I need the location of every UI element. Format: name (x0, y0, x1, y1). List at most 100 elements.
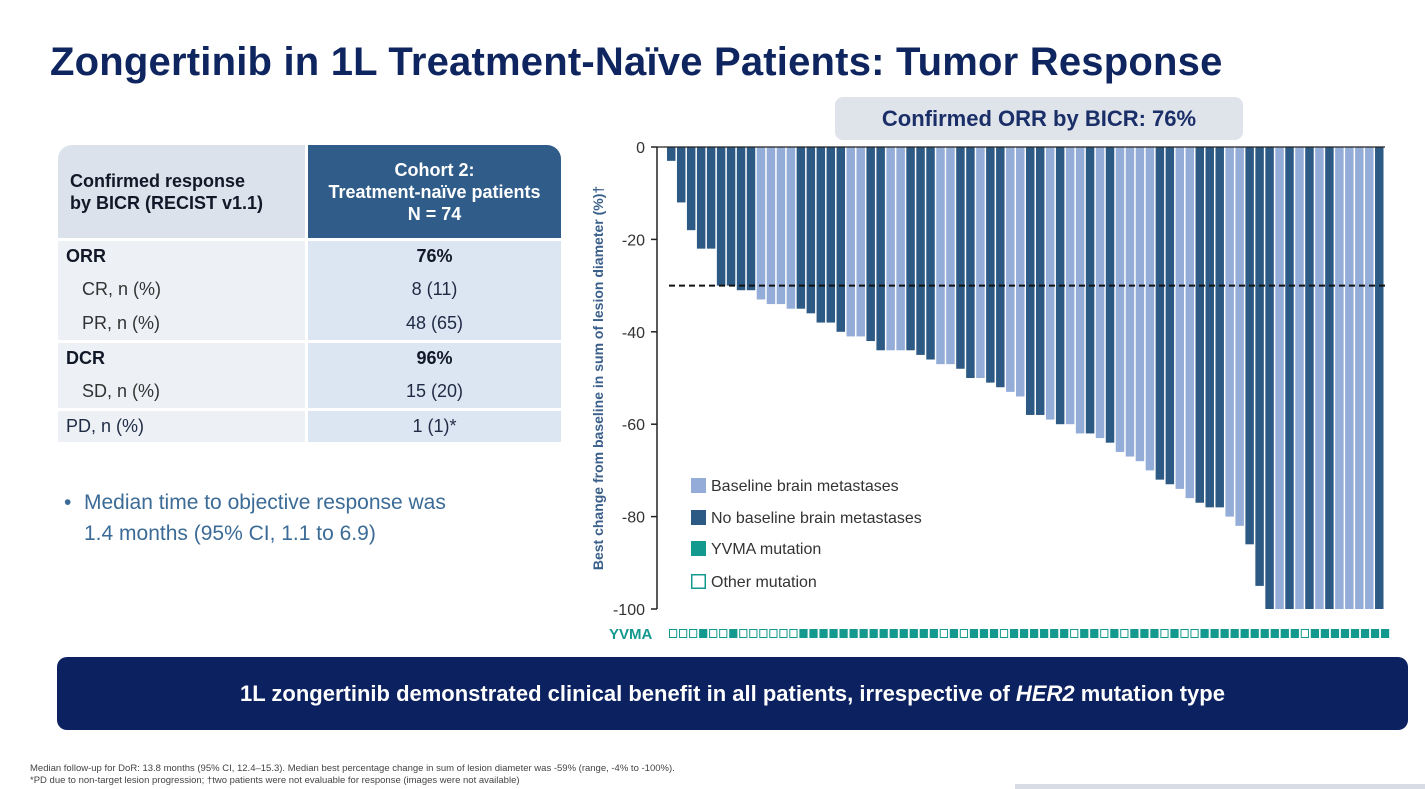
waterfall-bar (926, 147, 935, 360)
legend-label: YVMA mutation (711, 541, 821, 558)
mutation-marker-yvma (1260, 629, 1269, 638)
mutation-marker-yvma (829, 629, 838, 638)
mutation-marker-yvma (729, 629, 738, 638)
waterfall-bar (1075, 147, 1085, 434)
waterfall-bar (1365, 147, 1374, 609)
waterfall-bar (696, 147, 706, 249)
mutation-marker-yvma (1090, 629, 1099, 638)
mutation-marker-yvma (899, 629, 908, 638)
waterfall-bar (1315, 147, 1324, 609)
waterfall-bar (1305, 147, 1314, 609)
mutation-marker-yvma (1250, 629, 1259, 638)
y-tick-label: -20 (622, 232, 645, 249)
mutation-marker-yvma (919, 629, 928, 638)
waterfall-bar (996, 147, 1005, 388)
waterfall-bar (1165, 147, 1175, 485)
waterfall-bar (1045, 147, 1055, 420)
mutation-marker-other (779, 629, 788, 638)
table-row: CR, n (%) 8 (11) (58, 272, 561, 306)
waterfall-bar (1205, 147, 1214, 508)
mutation-marker-yvma (869, 629, 878, 638)
mutation-marker-yvma (979, 629, 989, 638)
mutation-marker-yvma (929, 629, 938, 638)
mutation-marker-yvma (1080, 629, 1089, 638)
mutation-marker-yvma (1110, 629, 1119, 638)
waterfall-bar (836, 147, 846, 332)
mutation-marker-yvma (839, 629, 848, 638)
mutation-marker-other (999, 629, 1009, 638)
mutation-marker-yvma (1360, 629, 1370, 638)
mutation-marker-yvma (849, 629, 858, 638)
legend-swatch-yvma (691, 541, 706, 556)
mutation-marker-other (679, 629, 688, 638)
mutation-marker-other (669, 629, 678, 638)
waterfall-bar (916, 147, 925, 355)
legend-swatch-brain (691, 478, 706, 493)
header-right-line1: Cohort 2: (394, 159, 475, 180)
conclusion-text-before: 1L zongertinib demonstrated clinical ben… (240, 680, 1016, 706)
waterfall-bar (946, 147, 955, 365)
waterfall-bar (1195, 147, 1205, 503)
mutation-marker-yvma (949, 629, 958, 638)
mutation-marker-yvma (1310, 629, 1319, 638)
row-value: 48 (65) (308, 306, 561, 340)
row-label: CR, n (%) (58, 272, 308, 306)
legend-swatch-other-mutation (691, 574, 706, 589)
waterfall-bar (1265, 147, 1274, 609)
mutation-marker-other (1120, 629, 1129, 638)
conclusion-text-after: mutation type (1074, 680, 1225, 706)
mutation-marker-yvma (1150, 629, 1159, 638)
waterfall-bar (726, 147, 736, 286)
mutation-marker-yvma (879, 629, 888, 638)
waterfall-bar (1255, 147, 1264, 586)
waterfall-bar (1095, 147, 1105, 439)
footnote-line1: Median follow-up for DoR: 13.8 months (9… (30, 763, 675, 774)
waterfall-bar (667, 147, 676, 161)
mutation-marker-other (759, 629, 768, 638)
bullet-point: • Median time to objective response was … (64, 487, 534, 549)
waterfall-bar (1295, 147, 1304, 609)
mutation-marker-yvma (1210, 629, 1219, 638)
waterfall-bar (686, 147, 696, 231)
mutation-marker-yvma (1060, 629, 1069, 638)
mutation-marker-yvma (1270, 629, 1279, 638)
footnote-line2: *PD due to non-target lesion progression… (30, 775, 520, 786)
row-value: 76% (308, 238, 561, 272)
row-label: PD, n (%) (58, 408, 308, 442)
waterfall-bar (1355, 147, 1364, 609)
waterfall-bar (1275, 147, 1284, 609)
mutation-marker-yvma (1330, 629, 1340, 638)
row-value: 1 (1)* (308, 408, 561, 442)
waterfall-bar (706, 147, 716, 249)
response-table: Confirmed response by BICR (RECIST v1.1)… (58, 145, 561, 442)
waterfall-bar (1026, 147, 1035, 415)
y-tick-label: -80 (622, 510, 645, 527)
mutation-marker-yvma (1220, 629, 1229, 638)
bullet-line1: Median time to objective response was (84, 491, 446, 514)
mutation-marker-yvma (1130, 629, 1139, 638)
waterfall-bar (816, 147, 826, 323)
waterfall-bar (1155, 147, 1165, 480)
header-left-line2: by BICR (RECIST v1.1) (70, 192, 264, 213)
waterfall-bar (1335, 147, 1344, 609)
mutation-marker-other (719, 629, 728, 638)
table-header-row: Confirmed response by BICR (RECIST v1.1)… (58, 145, 561, 238)
legend-label: No baseline brain metastases (711, 510, 922, 527)
table-row: PD, n (%) 1 (1)* (58, 408, 561, 442)
waterfall-bar (1175, 147, 1185, 489)
waterfall-bar (736, 147, 746, 291)
legend-label: Other mutation (711, 574, 817, 591)
y-tick-label: -40 (622, 325, 645, 342)
row-label: PR, n (%) (58, 306, 308, 340)
waterfall-bar (796, 147, 806, 309)
page-title: Zongertinib in 1L Treatment-Naïve Patien… (50, 40, 1223, 84)
waterfall-bar (1006, 147, 1015, 392)
waterfall-bar (986, 147, 995, 383)
header-left-line1: Confirmed response (70, 170, 246, 191)
waterfall-bar (1215, 147, 1224, 508)
waterfall-bar (1135, 147, 1145, 462)
waterfall-bar (1225, 147, 1234, 517)
mutation-marker-yvma (699, 629, 708, 638)
table-row: ORR 76% (58, 238, 561, 272)
mutation-marker-yvma (1230, 629, 1239, 638)
